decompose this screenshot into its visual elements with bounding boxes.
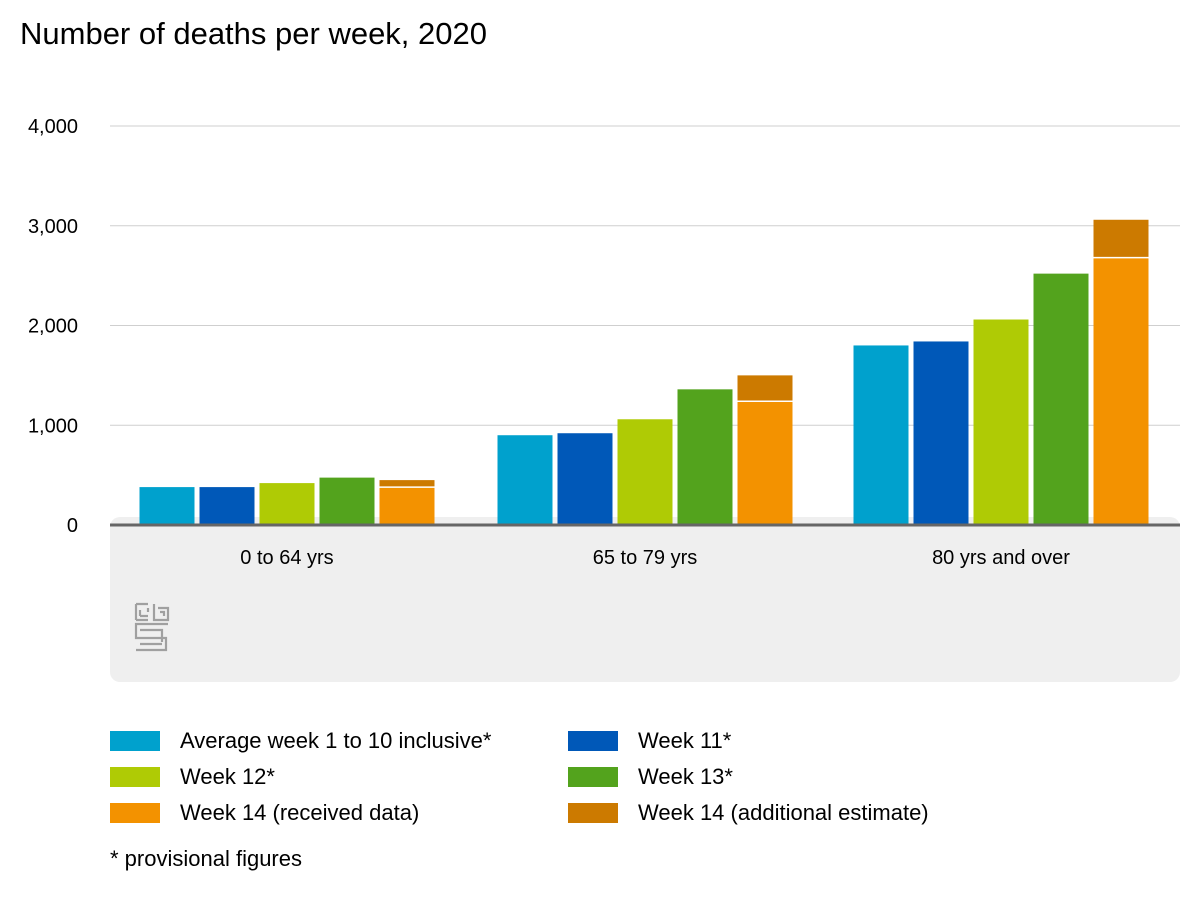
legend-label: Week 14 (received data) bbox=[180, 799, 420, 825]
bar bbox=[557, 433, 613, 525]
legend-swatch bbox=[110, 766, 160, 787]
legend-swatch bbox=[568, 802, 618, 823]
legend-swatch bbox=[568, 730, 618, 751]
y-tick-label: 3,000 bbox=[28, 216, 78, 238]
legend-item: Week 11* bbox=[568, 728, 988, 753]
bar bbox=[497, 435, 553, 525]
bar bbox=[1033, 273, 1089, 525]
bar bbox=[259, 483, 315, 525]
y-tick-label: 0 bbox=[67, 515, 78, 537]
bar bbox=[139, 487, 195, 525]
chart-legend: Average week 1 to 10 inclusive* Week 11* W… bbox=[110, 728, 988, 825]
category-label: 65 to 79 yrs bbox=[593, 547, 698, 569]
legend-swatch bbox=[110, 802, 160, 823]
y-tick-label: 1,000 bbox=[28, 415, 78, 437]
stacked-bar-segment bbox=[1093, 257, 1149, 525]
legend-swatch bbox=[110, 730, 160, 751]
category-panel bbox=[110, 517, 1180, 682]
bar bbox=[853, 345, 909, 525]
category-label: 0 to 64 yrs bbox=[240, 547, 333, 569]
legend-item: Average week 1 to 10 inclusive* bbox=[110, 728, 568, 753]
y-tick-label: 4,000 bbox=[28, 116, 78, 138]
bar bbox=[913, 341, 969, 525]
legend-item: Week 14 (received data) bbox=[110, 800, 568, 825]
legend-label: Week 14 (additional estimate) bbox=[638, 799, 929, 825]
chart-title: Number of deaths per week, 2020 bbox=[20, 16, 487, 51]
stacked-bar-segment bbox=[737, 401, 793, 525]
footnote: * provisional figures bbox=[110, 846, 302, 871]
bar bbox=[617, 419, 673, 525]
legend-item: Week 14 (additional estimate) bbox=[568, 800, 988, 825]
stacked-bar-segment bbox=[379, 480, 435, 488]
bar-chart: 0 1,000 2,000 3,000 4,000 0 to 64 yrs 65 to 79… bbox=[28, 116, 1180, 682]
category-label: 80 yrs and over bbox=[932, 547, 1070, 569]
legend-label: Average week 1 to 10 inclusive* bbox=[180, 727, 492, 753]
bar bbox=[199, 487, 255, 525]
stacked-bar-segment bbox=[737, 375, 793, 402]
bar bbox=[973, 319, 1029, 525]
legend-label: Week 13* bbox=[638, 763, 733, 789]
bar bbox=[319, 477, 375, 525]
stacked-bar-segment bbox=[1093, 219, 1149, 258]
legend-label: Week 11* bbox=[638, 727, 732, 753]
legend-swatch bbox=[568, 766, 618, 787]
legend-item: Week 13* bbox=[568, 764, 988, 789]
legend-label: Week 12* bbox=[180, 763, 275, 789]
y-tick-label: 2,000 bbox=[28, 316, 78, 338]
cbs-logo-icon bbox=[134, 602, 170, 652]
legend-item: Week 12* bbox=[110, 764, 568, 789]
stacked-bar-segment bbox=[379, 487, 435, 525]
bar bbox=[677, 389, 733, 525]
